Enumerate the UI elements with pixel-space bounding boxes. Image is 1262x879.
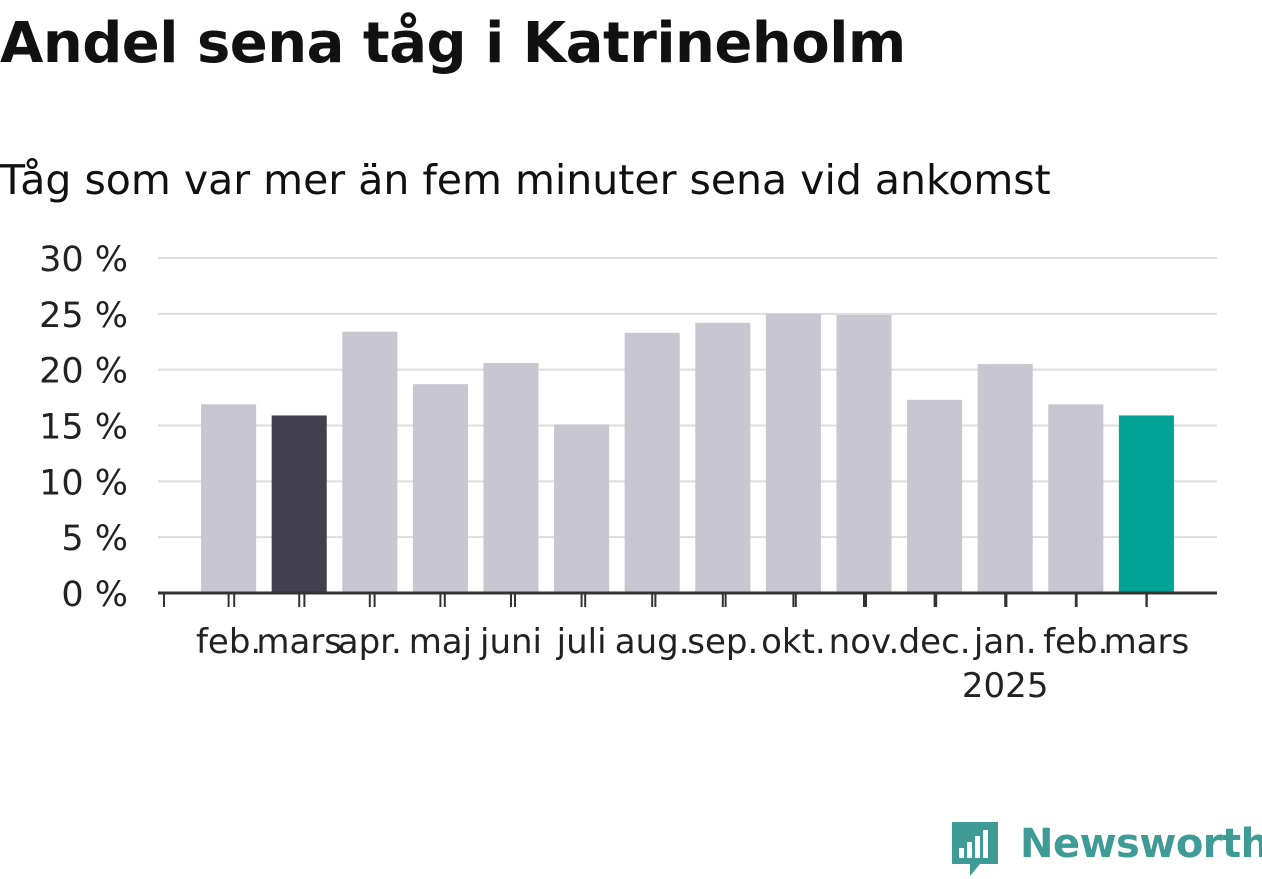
y-tick-label: 30 % [39, 240, 128, 280]
bar [695, 322, 751, 593]
x-tick-label: juni [479, 622, 542, 662]
x-tick-label: jan. [973, 622, 1037, 662]
bar [624, 332, 680, 593]
bar [554, 424, 610, 593]
x-tick-label: feb. [1043, 622, 1108, 662]
x-tick-label: mars [1104, 622, 1190, 662]
bar [1118, 415, 1174, 593]
x-year-label: 2025 [962, 666, 1049, 706]
x-tick-label: apr. [338, 622, 402, 662]
x-tick-label: juli [556, 622, 607, 662]
bar [342, 331, 398, 593]
bar [483, 362, 539, 593]
x-tick-label: nov. [829, 622, 900, 662]
bar [765, 313, 821, 593]
x-axis [158, 591, 1217, 607]
y-tick-label: 0 % [61, 575, 128, 615]
bar [1048, 404, 1104, 593]
x-tick-label: mars [256, 622, 342, 662]
y-tick-label: 25 % [39, 296, 128, 336]
x-tick-label: aug. [615, 622, 690, 662]
bar [977, 364, 1033, 593]
bar [412, 384, 468, 593]
bar [836, 314, 892, 593]
brand-name: Newsworthy [1020, 821, 1262, 867]
chart-subtitle: Tåg som var mer än fem minuter sena vid … [0, 156, 1051, 204]
bars [201, 313, 1174, 593]
y-tick-label: 15 % [39, 408, 128, 448]
y-axis-labels: 0 % 5 % 10 % 15 % 20 % 25 % 30 % [39, 240, 128, 615]
chart-title: Andel sena tåg i Katrineholm [0, 11, 906, 76]
grid-lines [158, 257, 1217, 539]
x-tick-label: feb. [196, 622, 261, 662]
x-tick-label: maj [409, 622, 472, 662]
x-tick-label: dec. [899, 622, 971, 662]
newsworthy-logo: Newsworthy [950, 818, 1262, 878]
y-tick-label: 5 % [61, 519, 128, 559]
y-tick-label: 10 % [39, 463, 128, 503]
bar [907, 399, 963, 593]
bar-chart-pin-icon [952, 822, 998, 876]
bar [201, 404, 257, 593]
x-tick-label: okt. [761, 622, 826, 662]
bar [271, 415, 327, 593]
y-tick-label: 20 % [39, 352, 128, 392]
x-tick-label: sep. [687, 622, 758, 662]
